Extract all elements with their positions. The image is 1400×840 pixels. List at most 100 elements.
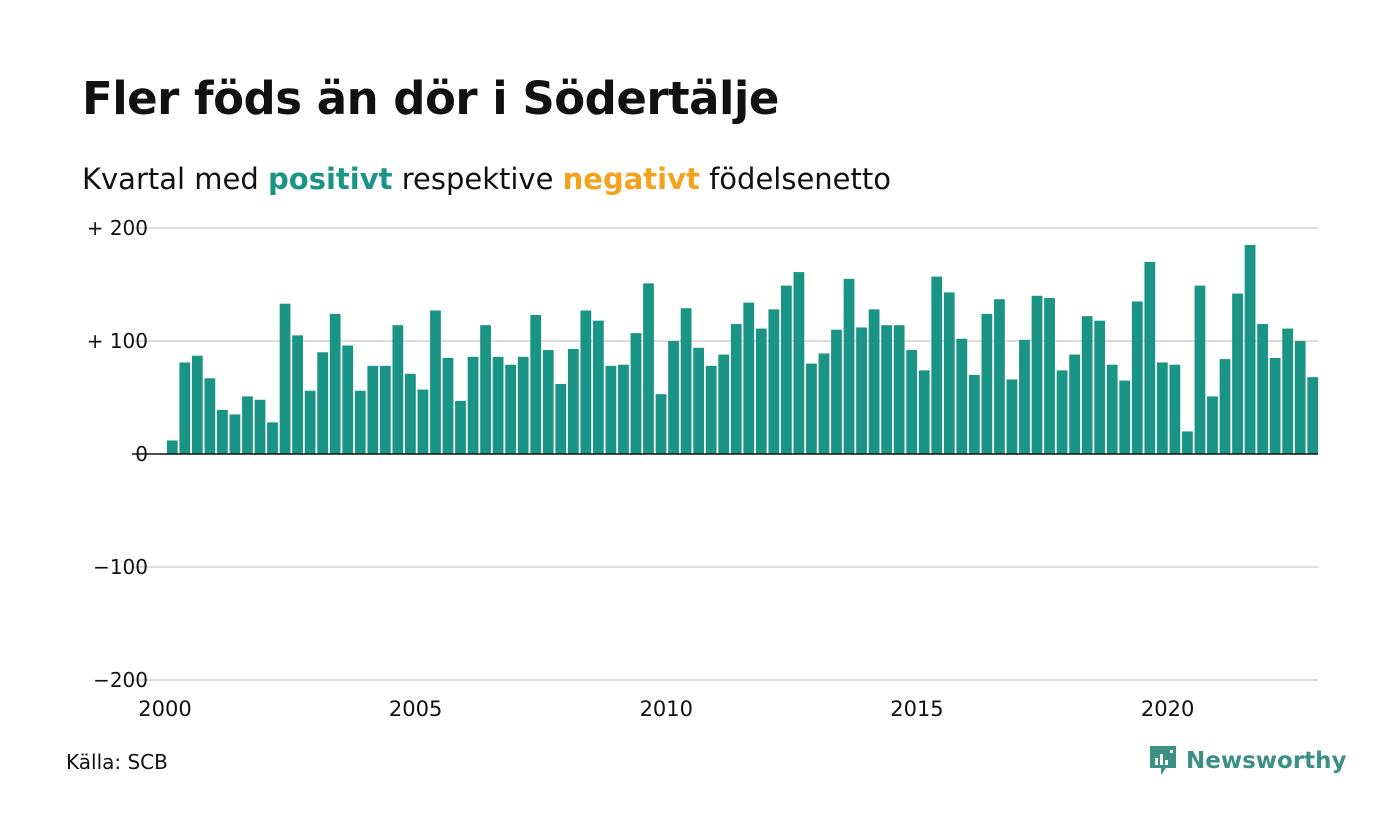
bar <box>304 390 316 454</box>
bar <box>1031 295 1043 454</box>
bar <box>780 285 792 454</box>
y-tick-label: + 100 <box>87 329 148 353</box>
bar <box>643 283 654 454</box>
bar <box>392 325 404 454</box>
bar <box>1131 301 1143 454</box>
bar <box>1094 320 1106 454</box>
x-tick-label: 2010 <box>640 697 693 721</box>
bar <box>630 333 642 454</box>
bar <box>680 308 692 454</box>
bar <box>1257 324 1268 454</box>
bar <box>592 320 604 454</box>
bar <box>743 302 755 454</box>
bar <box>229 414 241 454</box>
bar <box>943 292 955 454</box>
bar <box>718 354 730 454</box>
x-tick-label: 2020 <box>1141 697 1194 721</box>
bar <box>354 390 366 454</box>
bar <box>417 389 429 454</box>
bar <box>1119 380 1131 454</box>
bar <box>505 364 517 454</box>
bar <box>1169 364 1181 454</box>
bar <box>1244 244 1256 454</box>
bar <box>267 422 278 454</box>
bar <box>618 364 629 454</box>
grid-lines <box>132 227 1318 681</box>
y-tick-label: −200 <box>93 668 148 692</box>
bar <box>881 325 893 454</box>
chart-subtitle: Kvartal med positivt respektive negativt… <box>82 162 891 196</box>
bar <box>1219 359 1231 454</box>
bar <box>1069 354 1081 454</box>
bar <box>404 373 416 454</box>
bar <box>442 357 454 454</box>
bar <box>317 352 329 454</box>
source-note: Källa: SCB <box>66 750 168 774</box>
bar <box>981 313 993 454</box>
bar <box>1156 362 1168 454</box>
bar <box>342 345 354 454</box>
bar <box>1294 341 1306 454</box>
bar <box>705 365 717 454</box>
bar <box>906 350 918 454</box>
bar <box>668 341 679 454</box>
bar <box>693 347 705 454</box>
bar <box>956 338 968 454</box>
bar <box>806 363 817 454</box>
bar <box>254 399 266 454</box>
bars <box>166 244 1319 454</box>
bar <box>580 310 592 454</box>
bar <box>755 328 767 454</box>
y-tick-label: −100 <box>93 555 148 579</box>
bar <box>530 315 542 454</box>
bar <box>455 400 466 454</box>
bar <box>1282 328 1294 454</box>
brand-logo: Newsworthy <box>1148 744 1347 778</box>
bar <box>1307 377 1319 454</box>
bar <box>994 299 1005 454</box>
bar <box>768 309 780 454</box>
bar <box>1081 316 1093 454</box>
bar <box>1269 357 1281 454</box>
brand-name: Newsworthy <box>1186 748 1347 774</box>
newsworthy-logo-icon <box>1150 746 1176 775</box>
x-tick-label: 2005 <box>389 697 442 721</box>
subtitle-prefix: Kvartal med <box>82 162 259 196</box>
bar <box>492 356 504 454</box>
bar <box>430 310 441 454</box>
bar <box>843 278 855 454</box>
bar <box>179 362 191 454</box>
bar <box>1006 379 1018 454</box>
x-tick-label: 2000 <box>138 697 191 721</box>
bar <box>517 356 529 454</box>
bar <box>367 365 379 454</box>
bar <box>818 353 830 454</box>
subtitle-middle: respektive <box>401 162 554 196</box>
bar <box>918 370 930 454</box>
chart-title: Fler föds än dör i Södertälje <box>82 72 779 125</box>
bar <box>567 348 579 454</box>
bar <box>292 335 303 454</box>
bar <box>1194 285 1206 454</box>
bar <box>655 394 667 454</box>
bar <box>242 396 253 454</box>
bar <box>1182 431 1193 454</box>
y-tick-label: + 200 <box>87 216 148 240</box>
bar <box>480 325 491 454</box>
bar <box>555 383 567 454</box>
subtitle-suffix: födelsenetto <box>709 162 891 196</box>
bar <box>1106 364 1118 454</box>
bar <box>166 440 178 454</box>
bar <box>968 374 980 454</box>
bar <box>605 365 617 454</box>
bar <box>1144 261 1156 454</box>
bar <box>793 272 805 454</box>
bar <box>1207 396 1218 454</box>
bar <box>217 409 228 454</box>
bar <box>1044 298 1055 454</box>
bar <box>931 276 943 454</box>
bar <box>831 329 842 454</box>
bar <box>191 355 203 454</box>
